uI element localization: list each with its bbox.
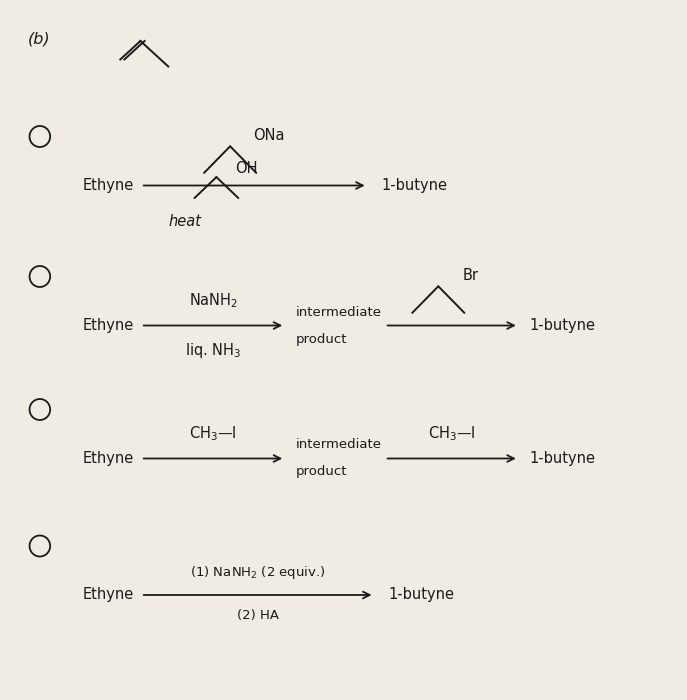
Text: Br: Br bbox=[462, 269, 478, 284]
Text: heat: heat bbox=[168, 214, 201, 228]
Text: CH$_3$—I: CH$_3$—I bbox=[428, 424, 475, 443]
Text: 1-butyne: 1-butyne bbox=[388, 587, 454, 603]
Text: Ethyne: Ethyne bbox=[82, 178, 134, 193]
Text: OH: OH bbox=[235, 161, 258, 176]
Text: 1-butyne: 1-butyne bbox=[381, 178, 447, 193]
Text: 1-butyne: 1-butyne bbox=[529, 318, 595, 333]
Text: ONa: ONa bbox=[253, 129, 284, 144]
Text: Ethyne: Ethyne bbox=[82, 318, 134, 333]
Text: (1) NaNH$_2$ (2 equiv.): (1) NaNH$_2$ (2 equiv.) bbox=[190, 564, 326, 581]
Text: NaNH$_2$: NaNH$_2$ bbox=[188, 291, 238, 310]
Text: intermediate: intermediate bbox=[295, 438, 381, 452]
Text: (2) HA: (2) HA bbox=[236, 609, 279, 622]
Text: Ethyne: Ethyne bbox=[82, 587, 134, 603]
Text: Ethyne: Ethyne bbox=[82, 451, 134, 466]
Text: liq. NH$_3$: liq. NH$_3$ bbox=[185, 341, 241, 360]
Text: CH$_3$—I: CH$_3$—I bbox=[189, 424, 237, 443]
Text: (b): (b) bbox=[27, 32, 50, 46]
Text: intermediate: intermediate bbox=[295, 305, 381, 318]
Text: product: product bbox=[295, 466, 347, 479]
Text: 1-butyne: 1-butyne bbox=[529, 451, 595, 466]
Text: product: product bbox=[295, 332, 347, 346]
